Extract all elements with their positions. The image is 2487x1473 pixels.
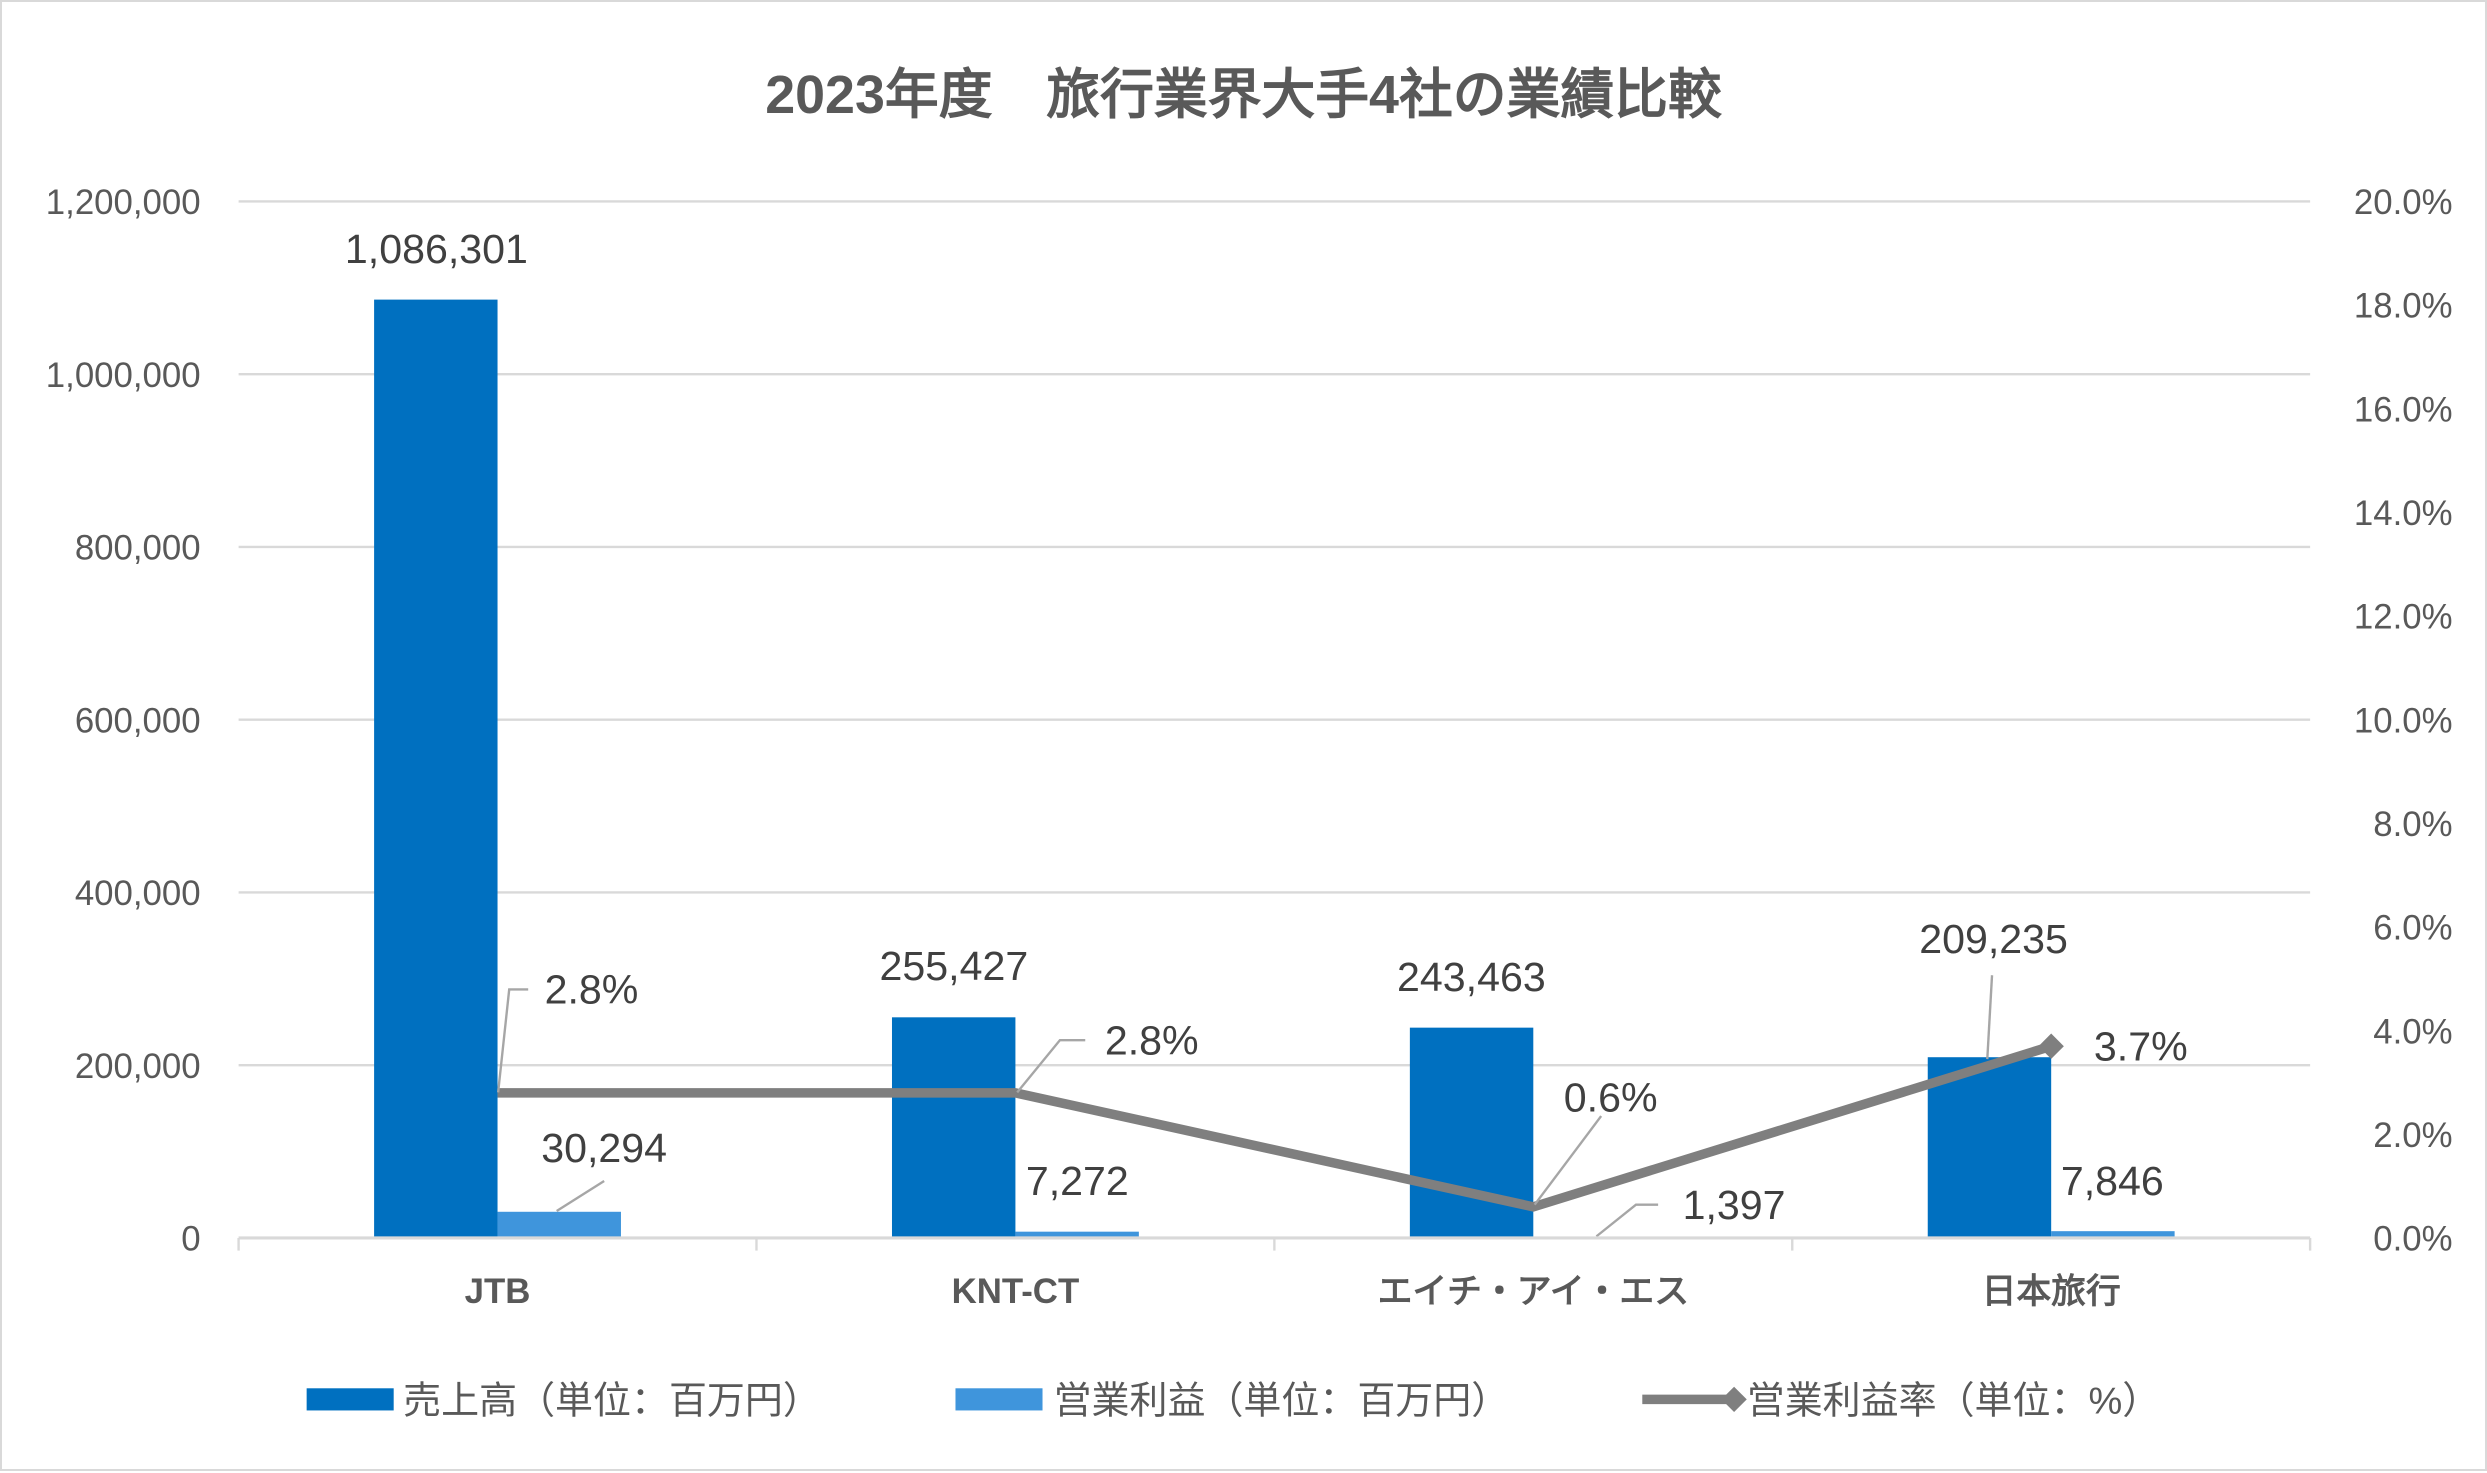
margin-line <box>497 1041 2053 1212</box>
y-right-tick-label: 0.0% <box>2373 1220 2452 1259</box>
y-left-tick-label: 1,000,000 <box>46 356 201 395</box>
y-left-tick-label: 400,000 <box>75 874 201 913</box>
sales-data-label: 255,427 <box>880 943 1029 989</box>
y-right-tick-label: 14.0% <box>2354 494 2453 533</box>
y-right-tick-label: 4.0% <box>2373 1012 2452 1051</box>
y-right-tick-label: 12.0% <box>2354 598 2453 637</box>
margin-data-label: 2.8% <box>1105 1017 1199 1063</box>
profit-bar <box>1015 1231 1139 1238</box>
legend-label-sales: 売上高（単位：百万円） <box>403 1381 821 1423</box>
y-right-tick-label: 6.0% <box>2373 909 2452 948</box>
legend-label-profit: 営業利益（単位：百万円） <box>1054 1381 1510 1423</box>
legend-swatch-profit <box>955 1388 1043 1411</box>
y-right-tick-label: 10.0% <box>2354 701 2453 740</box>
sales-bar <box>1927 1057 2052 1238</box>
margin-data-label: 2.8% <box>545 967 639 1013</box>
profit-data-label: 7,846 <box>2061 1158 2164 1204</box>
profit-bar <box>497 1211 621 1238</box>
sales-data-label: 1,086,301 <box>345 226 528 272</box>
y-left-tick-label: 600,000 <box>75 701 201 740</box>
sales-bar <box>374 299 498 1238</box>
x-tick-label: KNT-CT <box>952 1272 1080 1311</box>
y-right-tick-label: 2.0% <box>2373 1116 2452 1155</box>
legend-marker-margin <box>1721 1386 1747 1413</box>
chart-title: 2023年度 旅行業界大手4社の業績比較 <box>765 65 1722 125</box>
y-left-tick-label: 0 <box>181 1220 200 1259</box>
y-right-tick-label: 8.0% <box>2373 805 2452 844</box>
y-left-tick-label: 1,200,000 <box>46 183 201 222</box>
sales-data-label: 243,463 <box>1397 954 1546 1000</box>
leader-line <box>1533 1115 1603 1206</box>
legend-label-margin: 営業利益率（単位：%） <box>1747 1381 2160 1423</box>
x-tick-label: JTB <box>465 1272 531 1311</box>
y-left-tick-label: 200,000 <box>75 1047 201 1086</box>
margin-data-label: 3.7% <box>2094 1024 2188 1070</box>
y-left-tick-label: 800,000 <box>75 529 201 568</box>
sales-data-label: 209,235 <box>1919 916 2068 962</box>
y-right-tick-label: 20.0% <box>2354 183 2453 222</box>
profit-data-label: 1,397 <box>1683 1182 1786 1228</box>
leader-line <box>1986 975 1994 1060</box>
leader-line <box>1016 1038 1086 1094</box>
x-tick-label: エイチ・アイ・エス <box>1378 1272 1689 1311</box>
x-tick-label: 日本旅行 <box>1982 1272 2121 1311</box>
profit-bar <box>2051 1231 2175 1238</box>
profit-data-label: 30,294 <box>541 1125 667 1171</box>
leader-line <box>556 1179 605 1213</box>
margin-marker <box>2038 1033 2064 1059</box>
y-right-tick-label: 16.0% <box>2354 390 2453 429</box>
sales-bar <box>891 1017 1016 1238</box>
legend-swatch-sales <box>306 1388 394 1411</box>
leader-line <box>1595 1203 1659 1238</box>
y-right-tick-label: 18.0% <box>2354 287 2453 326</box>
profit-data-label: 7,272 <box>1026 1158 1129 1204</box>
leader-line <box>496 988 529 1093</box>
margin-data-label: 0.6% <box>1564 1074 1658 1120</box>
